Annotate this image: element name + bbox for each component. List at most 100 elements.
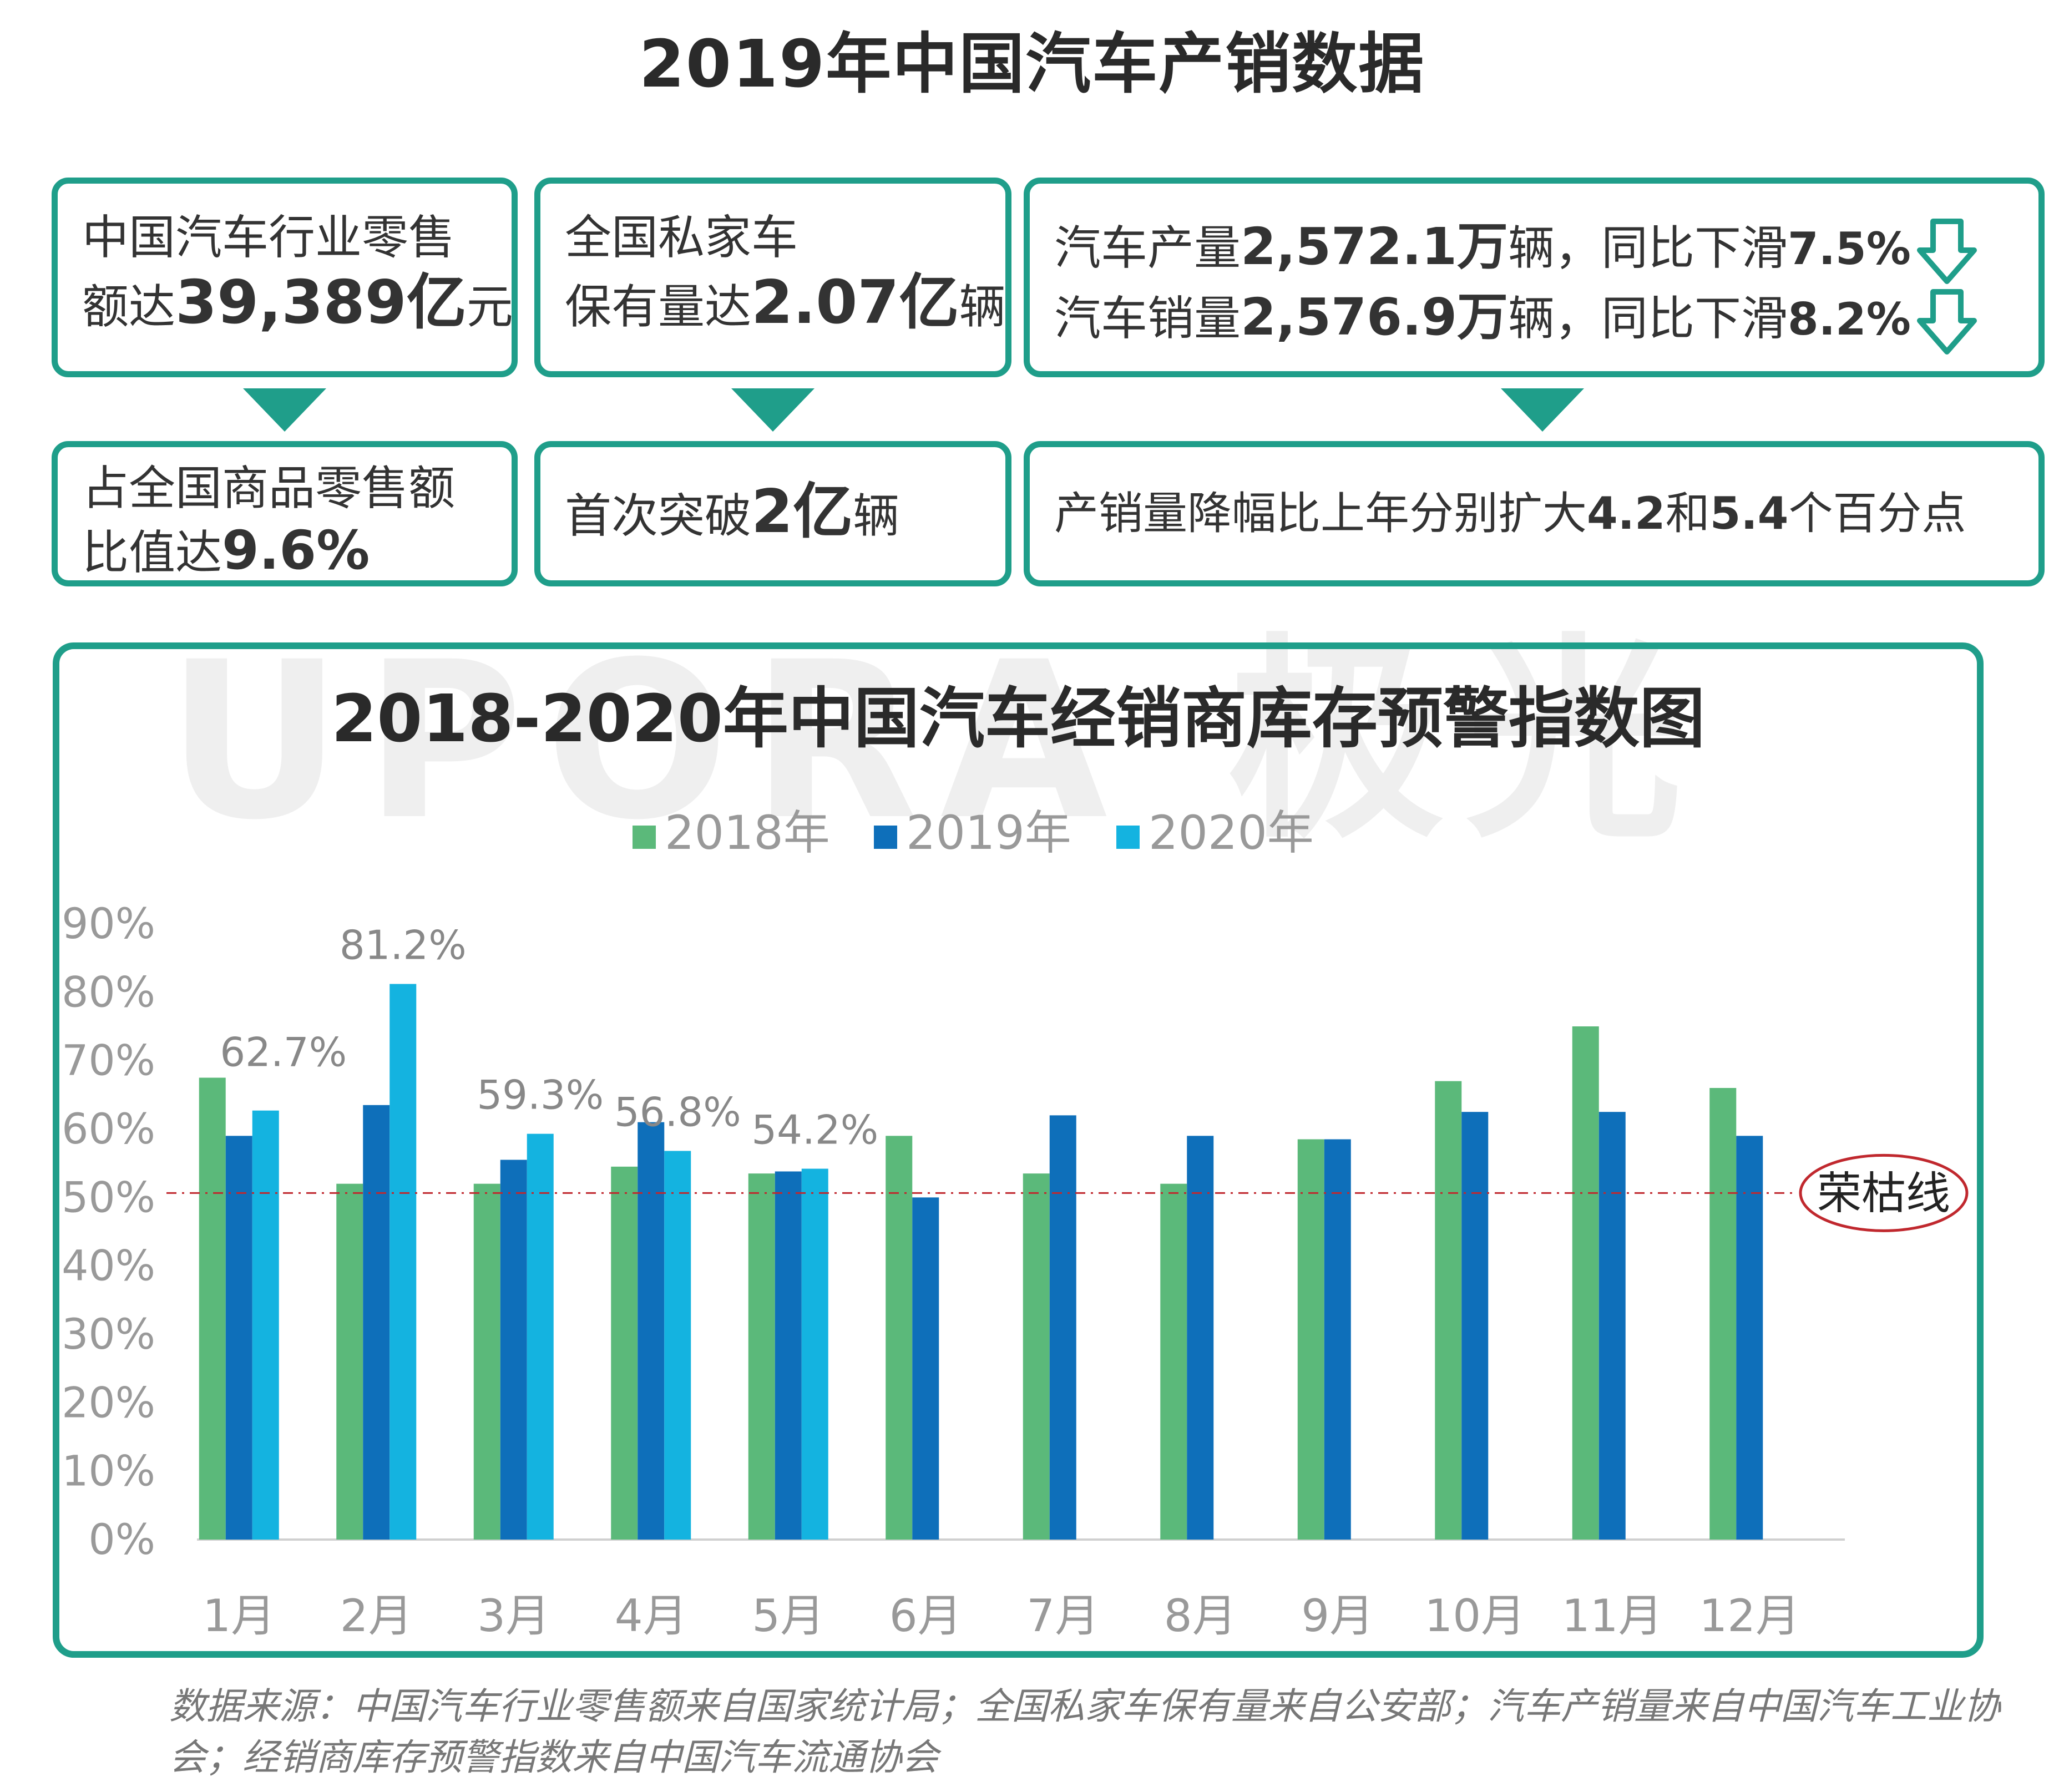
x-tick-label: 6月 <box>889 1590 962 1642</box>
private-car-card: 全国私家车 保有量达2.07亿辆 <box>534 178 1011 377</box>
x-tick-label: 11月 <box>1562 1590 1663 1642</box>
x-tick-label: 9月 <box>1301 1590 1374 1642</box>
x-tick-label: 5月 <box>752 1590 824 1642</box>
bar-2018年-1月 <box>199 1077 226 1540</box>
bar-2020年-4月 <box>664 1151 691 1540</box>
source-note: 数据来源：中国汽车行业零售额来自国家统计局；全国私家车保有量来自公安部；汽车产销… <box>169 1685 2000 1779</box>
share-card: 占全国商品零售额 比值达9.6% <box>52 441 518 586</box>
share-line1: 占全国商品零售额 <box>82 461 456 515</box>
breakthrough-pre: 首次突破 <box>565 488 752 543</box>
down-triangle-icon <box>731 388 815 432</box>
sales-pct: 8.2% <box>1788 293 1911 346</box>
breakthrough-card: 首次突破2亿辆 <box>534 441 1011 586</box>
chart-title: 2018-2020年中国汽车经销商库存预警指数图 <box>331 680 1705 757</box>
down-triangle-icon <box>1501 388 1584 432</box>
sales-suffix: 辆，同比下滑 <box>1507 291 1788 346</box>
legend-label: 2020年 <box>1149 806 1314 860</box>
bar-2019年-7月 <box>1049 1115 1076 1540</box>
private-line2-pre: 保有量达 <box>565 280 752 334</box>
bar-2018年-9月 <box>1297 1139 1324 1540</box>
y-tick-label: 10% <box>62 1446 155 1496</box>
bar-2019年-8月 <box>1187 1136 1214 1540</box>
production-sales-card: 汽车产量2,572.1万辆，同比下滑7.5% 汽车销量2,576.9万辆，同比下… <box>1024 178 2045 377</box>
bar-2019年-1月 <box>225 1136 252 1540</box>
production-suffix: 辆，同比下滑 <box>1507 221 1788 275</box>
bar-2020年-5月 <box>801 1168 828 1540</box>
breakthrough-value: 2亿 <box>751 477 853 546</box>
y-tick-label: 90% <box>62 899 155 948</box>
y-tick-label: 20% <box>62 1378 155 1427</box>
bar-2019年-3月 <box>500 1160 527 1540</box>
share-line2-pre: 比值达 <box>82 525 222 580</box>
bar-2018年-10月 <box>1435 1081 1462 1540</box>
retail-line2-pre: 额达 <box>82 280 176 334</box>
y-tick-label: 50% <box>62 1172 155 1222</box>
bar-2019年-4月 <box>638 1122 665 1540</box>
x-tick-label: 2月 <box>340 1590 413 1642</box>
bar-2018年-8月 <box>1160 1183 1187 1540</box>
production-pre: 汽车产量 <box>1054 221 1241 275</box>
bar-2020年-3月 <box>527 1133 554 1540</box>
down-triangle-icon <box>243 388 326 432</box>
y-tick-label: 0% <box>88 1515 155 1564</box>
data-label: 54.2% <box>751 1107 878 1153</box>
private-line1: 全国私家车 <box>565 210 798 265</box>
decline-text1: 产销量降幅比上年分别扩大 <box>1054 488 1587 539</box>
x-tick-label: 12月 <box>1699 1590 1800 1642</box>
bar-2018年-3月 <box>473 1183 500 1540</box>
bar-2019年-6月 <box>912 1197 939 1540</box>
y-tick-label: 70% <box>62 1036 155 1085</box>
bar-2019年-2月 <box>363 1105 390 1540</box>
breakthrough-unit: 辆 <box>853 488 900 543</box>
x-tick-label: 10月 <box>1424 1590 1525 1642</box>
private-unit: 辆 <box>959 280 1006 334</box>
y-tick-label: 60% <box>62 1104 155 1153</box>
x-tick-label: 7月 <box>1026 1590 1099 1642</box>
bar-2020年-2月 <box>389 984 417 1540</box>
production-pct: 7.5% <box>1788 223 1911 275</box>
y-tick-label: 40% <box>62 1241 155 1290</box>
decline-v2: 5.4 <box>1709 488 1789 539</box>
legend-swatch-2018年 <box>633 826 656 849</box>
x-tick-label: 8月 <box>1164 1590 1237 1642</box>
bar-2019年-10月 <box>1461 1112 1489 1540</box>
legend-swatch-2019年 <box>874 826 897 849</box>
bar-2019年-5月 <box>775 1171 802 1540</box>
y-tick-label: 30% <box>62 1309 155 1359</box>
watermark: UPORA 极光 <box>166 615 1704 867</box>
chart-panel <box>53 642 1984 1658</box>
x-tick-label: 3月 <box>477 1590 550 1642</box>
page-title: 2019年中国汽车产销数据 <box>639 26 1425 102</box>
bar-2018年-7月 <box>1023 1173 1050 1540</box>
retail-unit: 元 <box>466 280 513 334</box>
retail-card: 中国汽车行业零售 额达39,389亿元 <box>52 178 518 377</box>
data-label: 59.3% <box>477 1072 604 1118</box>
y-tick-label: 80% <box>62 967 155 1016</box>
data-label: 62.7% <box>220 1029 347 1076</box>
bar-2018年-2月 <box>336 1183 363 1540</box>
bar-2018年-4月 <box>611 1166 638 1540</box>
data-label: 81.2% <box>340 922 467 969</box>
bar-2018年-6月 <box>886 1136 913 1540</box>
down-arrow-icon <box>1916 289 1977 355</box>
decline-v1: 4.2 <box>1587 488 1666 539</box>
bar-2019年-9月 <box>1324 1139 1351 1540</box>
decline-card: 产销量降幅比上年分别扩大4.2和5.4个百分点 <box>1024 441 2045 586</box>
bar-2020年-1月 <box>252 1110 279 1540</box>
bar-2018年-11月 <box>1572 1026 1599 1540</box>
down-arrow-icon <box>1916 219 1977 285</box>
bar-2019年-12月 <box>1736 1136 1763 1540</box>
production-value: 2,572.1万 <box>1241 217 1508 276</box>
retail-line1: 中国汽车行业零售 <box>82 210 456 265</box>
legend-label: 2019年 <box>906 806 1071 860</box>
data-label: 56.8% <box>614 1089 741 1135</box>
threshold-circle <box>1799 1153 1969 1232</box>
decline-mid: 和 <box>1665 488 1710 539</box>
legend-swatch-2020年 <box>1116 826 1140 849</box>
retail-value: 39,389亿 <box>175 268 467 337</box>
sales-pre: 汽车销量 <box>1054 291 1241 346</box>
bar-2018年-12月 <box>1709 1088 1737 1540</box>
x-tick-label: 1月 <box>203 1590 275 1642</box>
decline-text2: 个百分点 <box>1788 488 1966 539</box>
